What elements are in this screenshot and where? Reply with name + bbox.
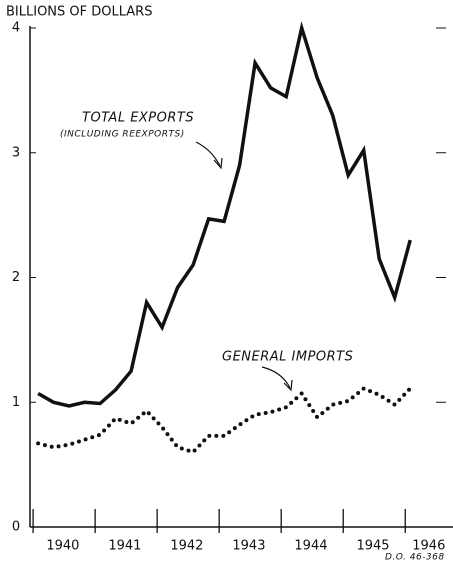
series-line [37, 21, 412, 408]
x-tick-label: 1942 [170, 539, 203, 554]
y-tick-label: 0 [12, 520, 20, 535]
annotation: GENERAL IMPORTS [222, 350, 353, 365]
x-tick-label: 1940 [46, 539, 79, 554]
annotation: TOTAL EXPORTS [82, 111, 194, 126]
annotation: (INCLUDING REEXPORTS) [60, 130, 185, 140]
x-tick-label: 1944 [294, 539, 327, 554]
y-tick-label: 2 [12, 270, 20, 285]
x-tick-label: 1945 [356, 539, 389, 554]
arrow [195, 141, 221, 167]
x-tick-label: 1941 [108, 539, 141, 554]
arrow-head [283, 379, 293, 392]
x-tick-label: 1943 [232, 539, 265, 554]
x-tick-label: 1946 [412, 539, 445, 554]
y-axis-title: BILLIONS OF DOLLARS [6, 5, 152, 20]
y-tick-label: 1 [12, 395, 20, 410]
y-tick-label: 3 [12, 145, 20, 160]
y-tick-label: 4 [12, 21, 20, 36]
annotation: D.O. 46-368 [385, 553, 445, 563]
series-line [36, 386, 413, 455]
arrow-head [213, 157, 223, 170]
arrow [261, 366, 291, 389]
